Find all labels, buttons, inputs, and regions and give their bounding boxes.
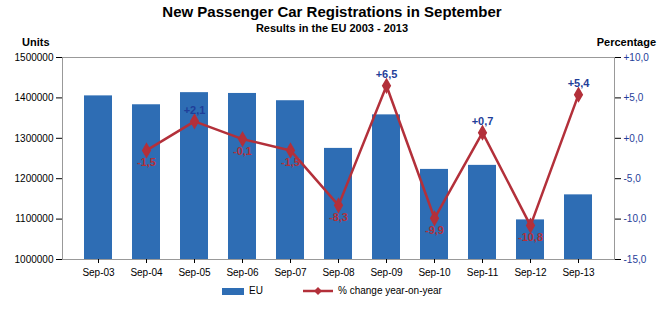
svg-text:-1,5: -1,5 (281, 156, 300, 168)
svg-text:Sep-09: Sep-09 (370, 267, 403, 278)
html-text:Units: Units (22, 36, 50, 48)
svg-text:+0,7: +0,7 (472, 115, 494, 127)
svg-text:Sep-06: Sep-06 (226, 267, 259, 278)
svg-text:+2,1: +2,1 (184, 104, 206, 116)
svg-text:Sep-12: Sep-12 (514, 267, 547, 278)
svg-text:Sep-07: Sep-07 (274, 267, 307, 278)
svg-text:1100000: 1100000 (15, 213, 54, 224)
svg-text:-8,3: -8,3 (329, 211, 348, 223)
svg-text:1400000: 1400000 (15, 92, 54, 103)
html-text:Results in the EU 2003 - 2013: Results in the EU 2003 - 2013 (255, 22, 409, 34)
html-text:EU: EU (249, 285, 263, 296)
svg-text:1500000: 1500000 (15, 52, 54, 63)
svg-text:+0,0: +0,0 (624, 133, 644, 144)
svg-text:Sep-03: Sep-03 (82, 267, 115, 278)
svg-text:-15,0: -15,0 (624, 254, 647, 265)
html-text:% change year-on-year: % change year-on-year (338, 285, 442, 296)
svg-text:-9,9: -9,9 (425, 224, 444, 236)
svg-text:-10,8: -10,8 (518, 231, 543, 243)
svg-text:Sep-10: Sep-10 (418, 267, 451, 278)
svg-text:Sep-13: Sep-13 (562, 267, 595, 278)
svg-text:+5,0: +5,0 (624, 92, 644, 103)
svg-text:Sep-08: Sep-08 (322, 267, 355, 278)
svg-text:1000000: 1000000 (15, 254, 54, 265)
html-text:New Passenger Car Registration: New Passenger Car Registrations in Septe… (162, 3, 502, 20)
svg-text:-0,1: -0,1 (233, 145, 252, 157)
html-text:Percentage: Percentage (596, 36, 656, 48)
svg-text:Sep-05: Sep-05 (178, 267, 211, 278)
svg-text:+10,0: +10,0 (624, 52, 650, 63)
svg-text:1200000: 1200000 (15, 173, 54, 184)
svg-text:-5,0: -5,0 (624, 173, 642, 184)
svg-text:-10,0: -10,0 (624, 213, 647, 224)
svg-text:+5,4: +5,4 (568, 77, 591, 89)
svg-text:+6,5: +6,5 (376, 68, 398, 80)
svg-text:Sep-04: Sep-04 (130, 267, 163, 278)
svg-text:-1,5: -1,5 (137, 156, 156, 168)
svg-text:1300000: 1300000 (15, 133, 54, 144)
svg-text:Sep-11: Sep-11 (467, 267, 499, 278)
